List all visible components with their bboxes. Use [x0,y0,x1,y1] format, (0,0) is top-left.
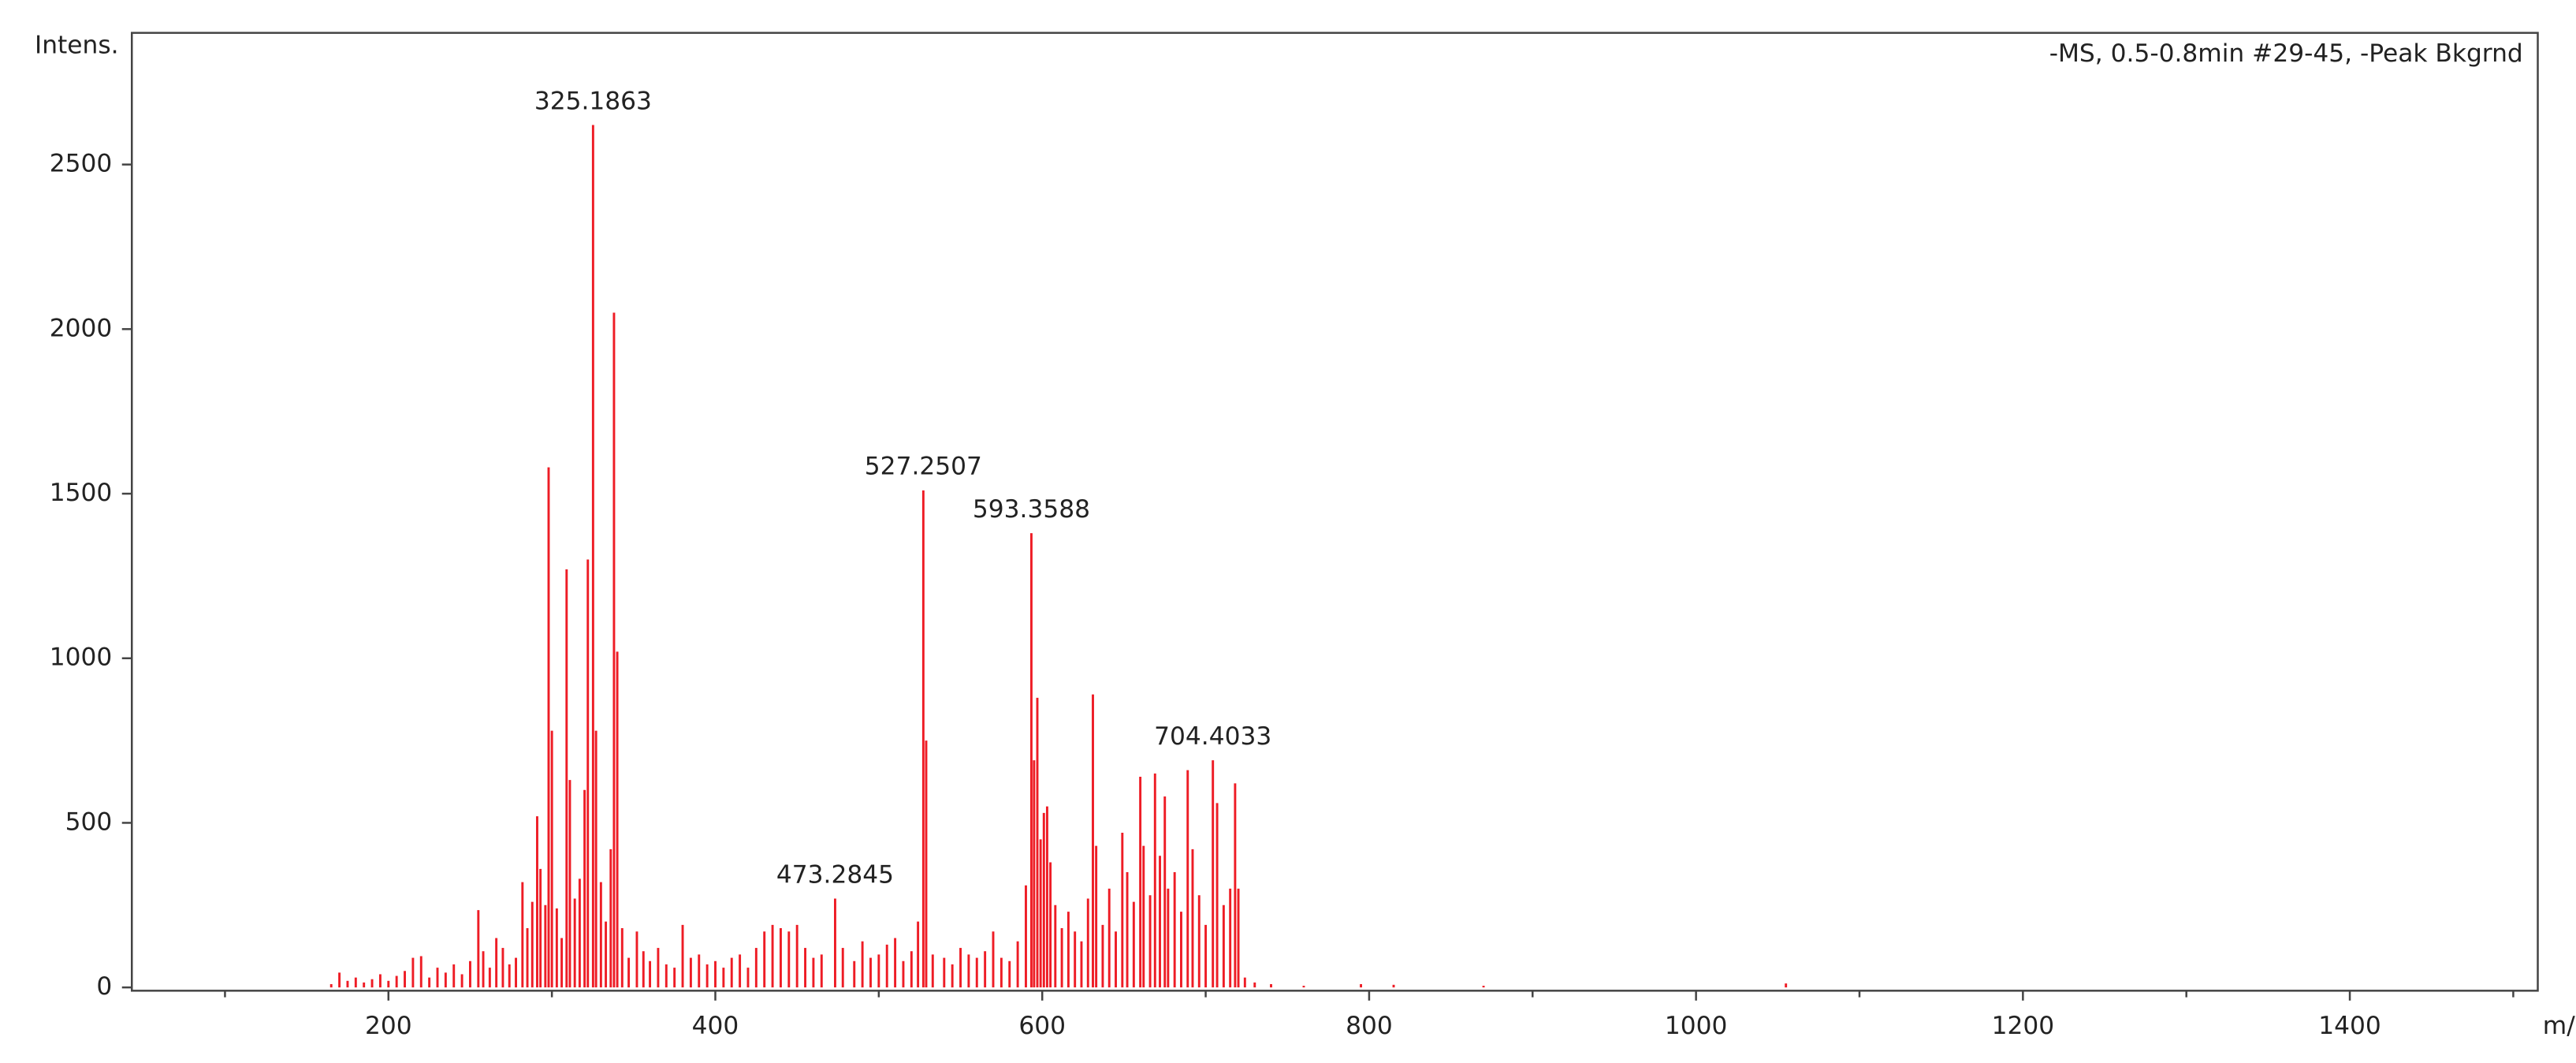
peak-annotation: 325.1863 [534,87,652,115]
plot-frame [130,32,2539,992]
subtitle: -MS, 0.5-0.8min #29-45, -Peak Bkgrnd [2049,39,2523,68]
peak-annotation: 704.4033 [1154,722,1271,751]
x-axis-label: m/z [2543,1012,2576,1040]
y-tick-label: 0 [96,972,112,1001]
x-tick-label: 200 [365,1012,412,1040]
peak-annotation: 593.3588 [973,495,1090,524]
y-tick-label: 2000 [50,314,113,342]
x-tick-label: 1400 [2318,1012,2381,1040]
x-tick-label: 800 [1346,1012,1393,1040]
x-tick-label: 400 [692,1012,739,1040]
x-tick-label: 600 [1018,1012,1066,1040]
y-tick-label: 500 [65,808,113,836]
y-axis-label: Intens. [35,31,119,59]
peak-annotation: 527.2507 [865,453,982,481]
y-tick-label: 2500 [50,150,113,178]
x-tick-label: 1000 [1665,1012,1728,1040]
peak-annotation: 473.2845 [776,860,894,889]
y-tick-label: 1500 [50,479,113,507]
x-tick-label: 1200 [1992,1012,2055,1040]
y-tick-label: 1000 [50,643,113,672]
